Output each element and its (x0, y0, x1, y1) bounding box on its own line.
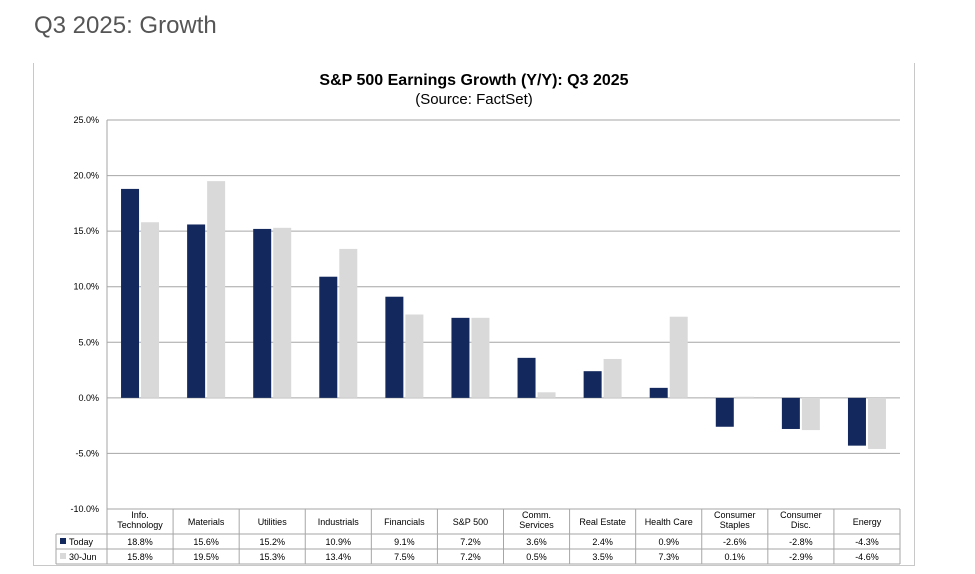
bar-today (187, 224, 206, 398)
data-label: 7.2% (460, 552, 481, 562)
data-label: 15.6% (193, 537, 219, 547)
data-label: -2.6% (723, 537, 747, 547)
bar-today (781, 397, 800, 429)
x-tick-label: S&P 500 (453, 517, 488, 527)
y-tick-label: 25.0% (73, 115, 99, 125)
x-tick-label: Consumer Staples (714, 510, 756, 530)
bar-today (451, 317, 470, 398)
data-label: 3.6% (526, 537, 547, 547)
data-label: -2.9% (789, 552, 813, 562)
data-label: 9.1% (394, 537, 415, 547)
bar-30-jun (405, 314, 424, 398)
bar-today (121, 188, 140, 398)
bar-30-jun (801, 397, 820, 431)
y-axis-ticks: 25.0% 20.0% 15.0% 10.0% 5.0% 0.0% -5.0% -10.0% (70, 115, 99, 514)
bar-today (517, 357, 536, 398)
bar-30-jun (735, 396, 754, 398)
data-label: 19.5% (193, 552, 219, 562)
bar-today (715, 397, 734, 427)
x-tick-label: Financials (384, 517, 425, 527)
bar-30-jun (669, 316, 688, 398)
y-tick-label: -5.0% (75, 448, 99, 458)
y-tick-label: 0.0% (78, 393, 99, 403)
page-title: Q3 2025: Growth (34, 12, 217, 39)
data-table: Info. Technology Materials Utilities Industr… (55, 508, 901, 565)
y-tick-label: 5.0% (78, 337, 99, 347)
data-label: -4.6% (855, 552, 879, 562)
data-label: 7.5% (394, 552, 415, 562)
legend-key-today (60, 538, 66, 544)
chart-title: S&P 500 Earnings Growth (Y/Y): Q3 2025 (319, 72, 628, 89)
data-label: 15.3% (259, 552, 285, 562)
bar-today (385, 296, 404, 398)
bars (121, 181, 886, 449)
bar-today (847, 397, 866, 446)
data-label: 15.2% (259, 537, 285, 547)
y-tick-label: 10.0% (73, 282, 99, 292)
x-tick-label: Consumer Disc. (780, 510, 822, 530)
bar-30-jun (537, 392, 556, 398)
earnings-growth-chart: S&P 500 Earnings Growth (Y/Y): Q3 2025 (… (55, 72, 901, 565)
data-label: -2.8% (789, 537, 813, 547)
x-tick-label: Utilities (258, 517, 288, 527)
data-label: 0.5% (526, 552, 547, 562)
bar-today (319, 276, 338, 398)
legend-key-30-jun (60, 553, 66, 559)
data-label: 13.4% (326, 552, 352, 562)
bar-30-jun (867, 397, 886, 449)
bar-today (649, 387, 668, 398)
data-label: 15.8% (127, 552, 153, 562)
x-tick-label: Materials (188, 517, 225, 527)
x-tick-label: Real Estate (579, 517, 626, 527)
data-label: 0.1% (725, 552, 746, 562)
y-tick-label: 15.0% (73, 226, 99, 236)
bar-30-jun (471, 317, 490, 398)
x-tick-label: Health Care (645, 517, 693, 527)
data-label: -4.3% (855, 537, 879, 547)
data-label: 7.2% (460, 537, 481, 547)
bar-30-jun (273, 227, 292, 398)
chart-container: S&P 500 Earnings Growth (Y/Y): Q3 2025 (… (33, 63, 915, 566)
gridlines (106, 119, 900, 510)
data-label: 10.9% (326, 537, 352, 547)
chart-subtitle: (Source: FactSet) (415, 91, 533, 108)
x-tick-label: Info. Technology (117, 510, 163, 530)
data-label: 18.8% (127, 537, 153, 547)
bar-today (253, 228, 272, 398)
bar-30-jun (603, 358, 622, 398)
data-label: 2.4% (592, 537, 613, 547)
x-tick-label: Comm. Services (519, 510, 554, 530)
y-tick-label: 20.0% (73, 171, 99, 181)
bar-30-jun (339, 248, 358, 398)
bar-30-jun (141, 222, 160, 398)
bar-30-jun (207, 181, 226, 398)
bar-today (583, 371, 602, 398)
legend-label: 30-Jun (69, 552, 97, 562)
data-label: 3.5% (592, 552, 613, 562)
x-tick-label: Industrials (318, 517, 360, 527)
data-label: 0.9% (658, 537, 679, 547)
data-label: 7.3% (658, 552, 679, 562)
legend-label: Today (69, 537, 94, 547)
x-tick-label: Energy (853, 517, 882, 527)
y-tick-label: -10.0% (70, 504, 99, 514)
